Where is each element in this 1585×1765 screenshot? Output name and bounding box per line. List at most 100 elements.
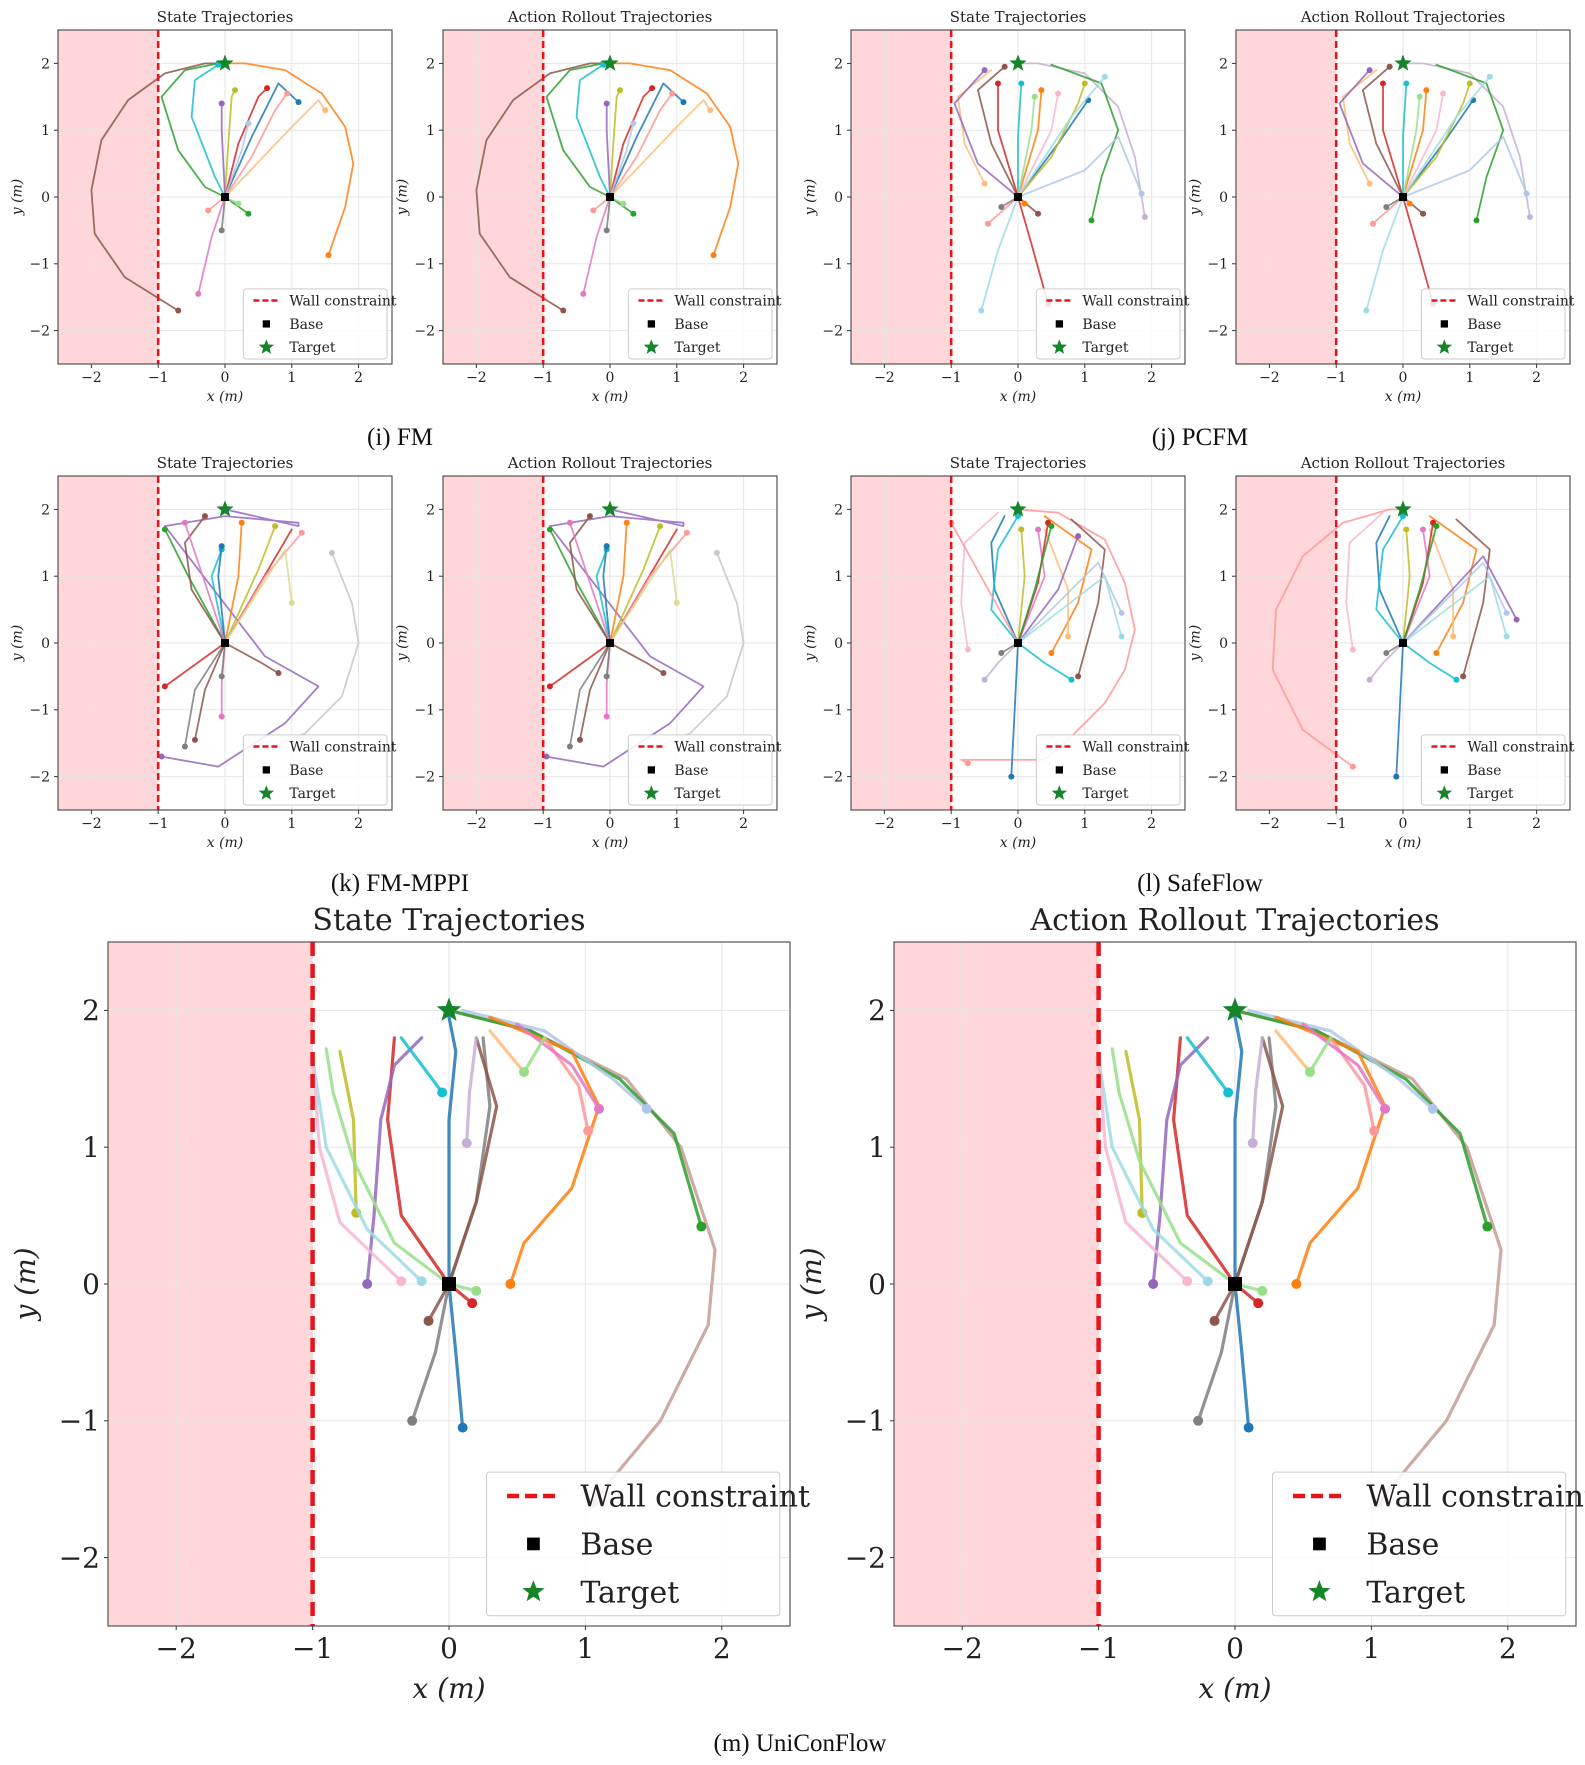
trajectory-endpoint [1503,633,1510,640]
trajectory-3 [549,528,611,644]
legend-base-swatch [262,320,270,328]
y-tick-label: 0 [82,1268,100,1301]
y-tick-label: −1 [822,703,843,719]
legend-label: Base [1082,317,1116,333]
trajectory-endpoint [994,80,1001,87]
trajectory-endpoint [238,519,245,526]
trajectory-13 [1017,136,1143,198]
trajectory-endpoint [978,307,985,314]
trajectory-7 [224,92,288,198]
trajectory-10 [1185,1036,1230,1095]
y-tick-label: −1 [59,1405,100,1438]
target-marker [1394,500,1412,517]
trajectory-endpoint [1008,773,1015,780]
trajectory-endpoint [1193,1415,1204,1426]
trajectory-endpoint [175,307,182,314]
y-tick-label: 2 [834,56,843,72]
x-tick-label: −1 [148,816,169,832]
trajectory-endpoint [245,120,252,127]
legend-label: Wall constraint [1082,739,1190,755]
x-tick-label: 0 [440,1632,458,1665]
x-tick-label: −2 [466,816,487,832]
trajectory-endpoint [195,290,202,297]
trajectory-endpoint [1366,180,1373,187]
x-axis-label: x (m) [592,389,629,405]
trajectory-16 [987,196,1019,225]
trajectory-endpoint [683,529,690,536]
target-marker [216,500,234,517]
chart-title: State Trajectories [950,454,1087,472]
x-tick-label: −1 [533,370,554,386]
trajectory-0 [960,508,1136,765]
legend-base-swatch [262,766,270,774]
y-axis-label: y (m) [803,625,819,663]
chart-uniconflow-action: −2 −2 −1 −1 0 0 1 1 2 2 Action Rollout Trajectorie… [795,903,1585,1705]
x-axis-label: x (m) [1000,835,1037,851]
x-tick-label: 1 [576,1632,594,1665]
legend-label: Base [580,1527,653,1562]
legend-label: Base [289,317,323,333]
y-tick-label: −2 [1207,324,1228,340]
legend-target-swatch [643,339,660,354]
x-tick-label: −2 [81,816,102,832]
y-tick-label: 0 [41,636,50,652]
x-tick-label: −2 [1259,370,1280,386]
x-tick-label: −2 [1259,816,1280,832]
legend-label: Target [674,786,721,802]
trajectory-endpoint [218,543,225,550]
x-tick-label: −1 [533,816,554,832]
x-tick-label: 0 [221,816,230,832]
trajectory-endpoint [696,1221,707,1232]
trajectory-endpoint [1363,307,1370,314]
trajectory-1 [649,551,745,751]
x-tick-label: 2 [1532,370,1541,386]
trajectory-14 [983,642,1019,681]
y-tick-label: −1 [845,1405,886,1438]
trajectory-4 [1233,1015,1251,1430]
legend-base-swatch [1440,320,1448,328]
trajectory-endpoint [710,252,717,259]
trajectory-endpoint [1291,1279,1302,1289]
trajectory-endpoint [218,713,225,720]
trajectory-6 [582,196,611,295]
base-marker [1399,193,1407,201]
legend-label: Target [1082,340,1129,356]
trajectory-endpoint [1088,217,1095,224]
trajectory-7 [609,92,673,198]
trajectory-3 [164,528,226,644]
trajectory-6 [1402,82,1408,198]
x-axis-label: x (m) [207,389,244,405]
chart-title: Action Rollout Trajectories [1029,903,1439,938]
trajectory-4 [609,87,653,198]
trajectory-12 [1017,95,1036,198]
trajectory-3 [1274,1015,1387,1286]
trajectory-endpoint [1433,523,1440,530]
y-tick-label: 1 [868,1131,886,1164]
y-tick-label: −2 [822,324,843,340]
caption-uniconflow: (m) UniConFlow [713,1730,887,1757]
trajectory-1 [1050,63,1120,222]
trajectory-endpoint [1035,210,1042,217]
trajectory-13 [1097,1056,1189,1283]
trajectory-1 [609,62,740,256]
trajectory-endpoint [998,650,1005,657]
trajectory-6 [197,196,226,295]
legend-label: Base [674,763,708,779]
x-tick-label: −2 [874,816,895,832]
trajectory-9 [1402,82,1471,198]
y-tick-label: 0 [1219,190,1228,206]
chart-fm-action: −2 −2 −1 −1 0 0 1 1 2 2 Action Rollout Trajectorie… [395,8,782,405]
trajectory-3 [990,515,1019,644]
y-tick-label: 2 [1219,56,1228,72]
trajectory-endpoint [964,646,971,653]
x-tick-label: 2 [713,1632,731,1665]
legend-label: Target [289,786,336,802]
x-tick-label: 1 [1080,370,1089,386]
target-marker [1009,54,1027,71]
y-tick-label: 0 [834,190,843,206]
legend-label: Base [1366,1527,1439,1562]
chart-title: Action Rollout Trajectories [1300,8,1506,26]
trajectory-endpoint [191,736,198,743]
x-axis-label: x (m) [1385,835,1422,851]
legend: Wall constraint Base Target [1035,734,1190,806]
